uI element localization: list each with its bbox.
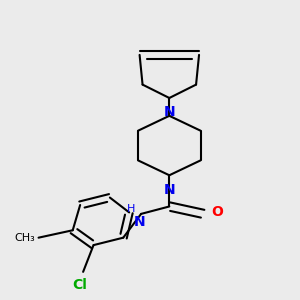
Text: CH₃: CH₃ <box>15 233 36 243</box>
Text: N: N <box>164 183 175 197</box>
Text: O: O <box>211 206 223 219</box>
Text: N: N <box>134 215 146 230</box>
Text: N: N <box>164 105 175 119</box>
Text: Cl: Cl <box>73 278 88 292</box>
Text: H: H <box>128 204 136 214</box>
